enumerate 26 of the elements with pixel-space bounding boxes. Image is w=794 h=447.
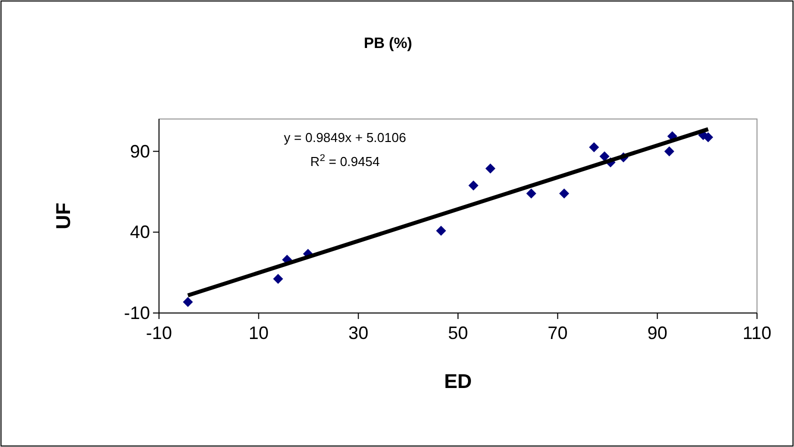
x-tick-label: 10 — [248, 323, 269, 343]
point — [589, 142, 600, 152]
point — [436, 226, 446, 236]
x-tick-label: 90 — [647, 323, 668, 343]
y-axis-title: UF — [53, 202, 75, 230]
point — [664, 146, 674, 156]
y-tick-label: 90 — [130, 141, 150, 162]
x-tick-label: 50 — [448, 323, 468, 343]
point — [182, 297, 193, 308]
y-tick-label: 40 — [130, 222, 150, 242]
x-tick-label: 30 — [348, 323, 368, 343]
x-tick-label: 70 — [548, 323, 568, 343]
x-tick-label: -10 — [146, 323, 172, 343]
annotation: R$^{2}$ = 0.9454 — [310, 152, 380, 169]
point — [559, 188, 570, 199]
x-tick-label: 110 — [742, 323, 772, 343]
y-tick-label: -10 — [124, 303, 150, 323]
point — [703, 132, 714, 142]
point — [468, 180, 478, 190]
point — [485, 163, 496, 174]
annotation: y = 0.9849x + 5.0106 — [284, 130, 406, 145]
point — [600, 151, 610, 162]
x-axis-title: ED — [444, 371, 472, 393]
point — [273, 274, 284, 284]
chart-title: PB (%) — [364, 35, 412, 52]
point — [526, 188, 536, 199]
